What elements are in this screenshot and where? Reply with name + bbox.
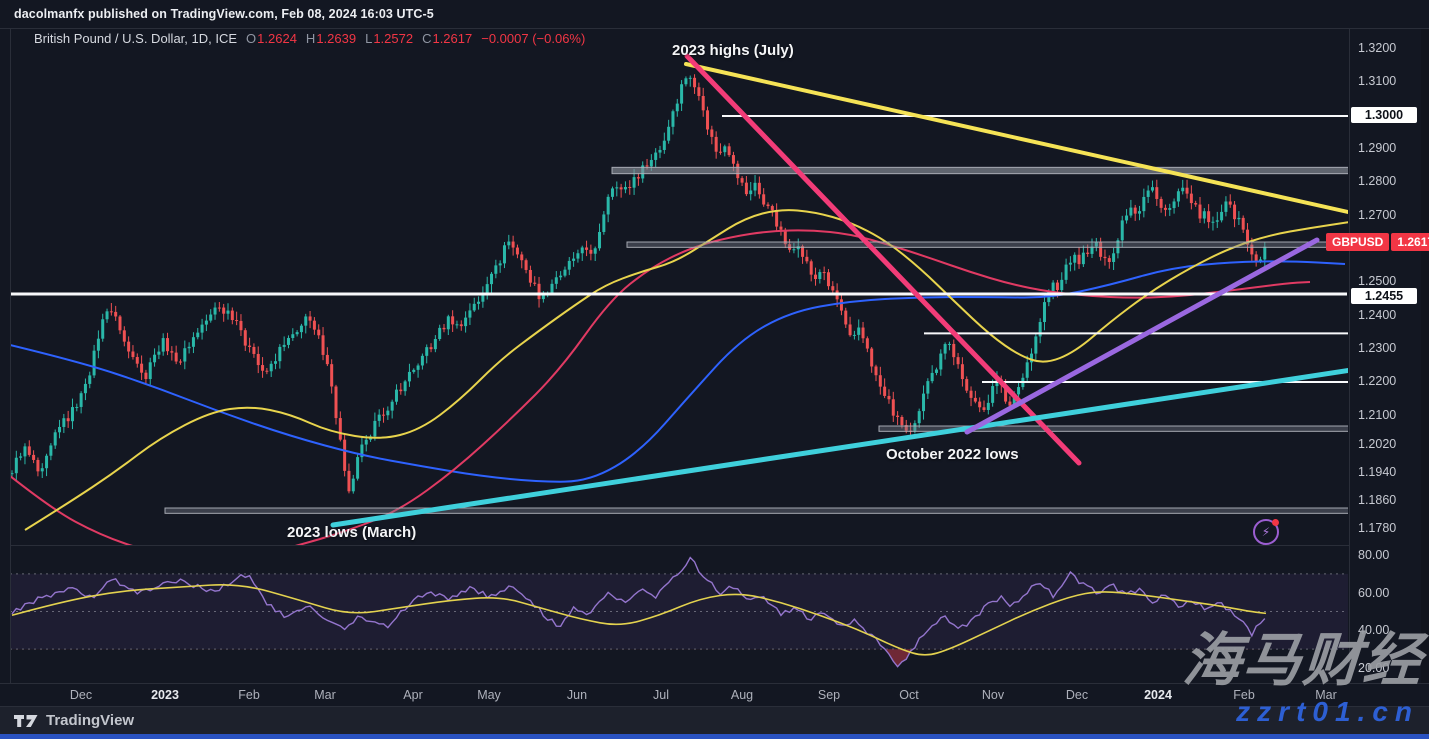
ma-blue [10, 260, 1346, 483]
time-scale-border [0, 683, 1429, 684]
rsi-ma-line [11, 584, 1267, 656]
resistance-band-0 [611, 166, 1348, 175]
trendline-descending-pink [684, 53, 1082, 466]
resistance-band-2 [878, 425, 1348, 432]
last-price-value: 1.2617 [1391, 233, 1429, 251]
resistance-band-1 [626, 241, 1346, 248]
tradingview-brand-text[interactable]: TradingView [46, 712, 135, 729]
right-gutter [1421, 29, 1429, 683]
lightning-bolt-icon[interactable]: ⚡ [1253, 519, 1279, 545]
pane-left-border [10, 28, 11, 683]
ma-crimson [10, 229, 1311, 545]
bolt-glyph: ⚡ [1261, 525, 1271, 539]
symbol-ohlc-bar: British Pound / U.S. Dollar, 1D, ICE O1.… [34, 31, 585, 46]
ohlc-close: C1.2617 [422, 31, 473, 46]
last-price-badge: GBPUSD 1.2617 [1326, 233, 1429, 251]
tradingview-logo-icon[interactable] [14, 713, 38, 728]
annotation-oct-2022-lows: October 2022 lows [886, 446, 1019, 463]
trendline-descending-yellow [684, 62, 1348, 215]
notification-dot [1272, 519, 1279, 526]
bottom-blue-bar [0, 734, 1429, 739]
symbol-title: British Pound / U.S. Dollar, 1D, ICE [34, 31, 238, 46]
price-scale-border [1349, 28, 1350, 683]
trendline-ascending-cyan [330, 367, 1348, 528]
widget-top-border [0, 28, 1429, 29]
publish-attribution: dacolmanfx published on TradingView.com,… [14, 7, 434, 21]
rsi-line [11, 556, 1266, 668]
rsi-band [10, 573, 1348, 650]
trendline-ascending-purple [964, 237, 1320, 435]
last-price-symbol: GBPUSD [1326, 233, 1390, 251]
watermark-cjk: 海马财经 [1180, 628, 1426, 693]
rsi-pane[interactable] [10, 556, 1348, 668]
watermark-url: zzrt01.cn [1236, 696, 1419, 727]
resistance-band-3 [164, 507, 1348, 514]
pane-separator[interactable] [10, 545, 1349, 546]
ohlc-open: O1.2624 [246, 31, 297, 46]
ohlc-low: L1.2572 [365, 31, 414, 46]
footer-bar: TradingView [0, 706, 1429, 734]
change-value: −0.0007 (−0.06%) [481, 31, 586, 46]
price-pane[interactable] [0, 53, 1373, 559]
ma-yellow [24, 209, 1348, 531]
ohlc-high: H1.2639 [305, 31, 357, 46]
annotation-2023-highs: 2023 highs (July) [672, 42, 794, 59]
annotation-2023-lows: 2023 lows (March) [287, 524, 417, 541]
